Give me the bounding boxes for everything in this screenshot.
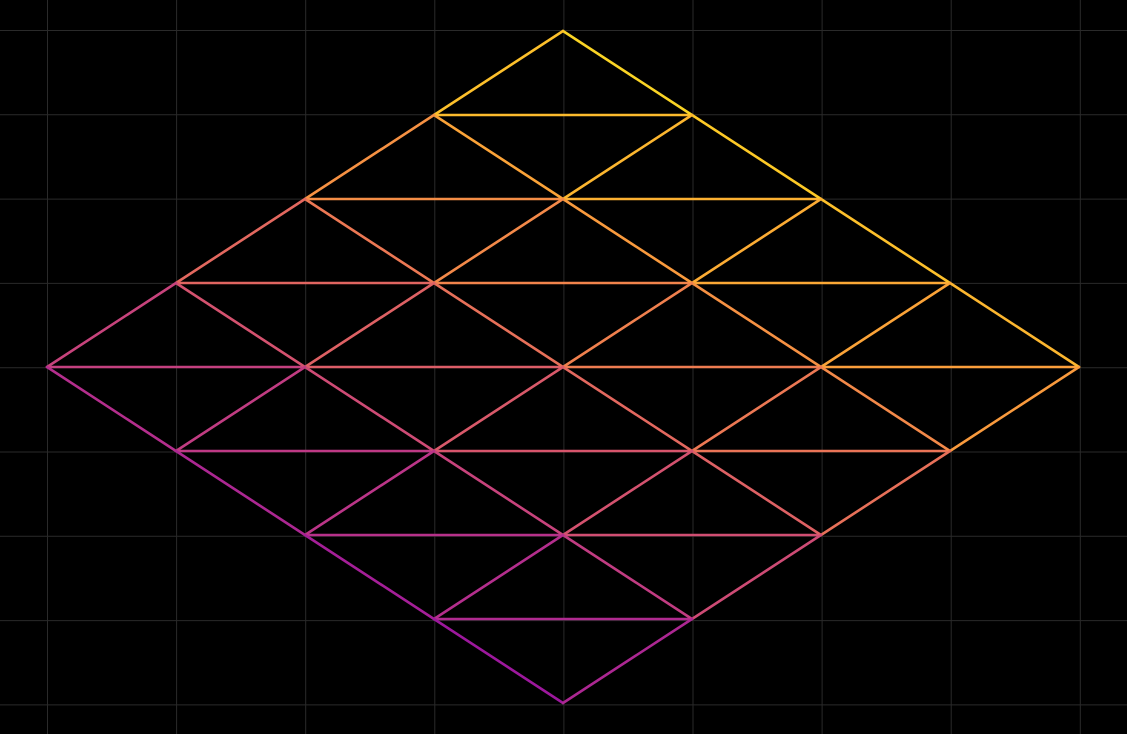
lattice-edge-40 <box>432 365 565 453</box>
lattice-edge-31 <box>303 281 436 369</box>
lattice-edge-33 <box>561 281 694 369</box>
lattice-edge-38 <box>174 365 307 453</box>
lattice-edge-27 <box>690 197 823 285</box>
lattice-edge-34 <box>948 281 1081 369</box>
lattice-edge-45 <box>432 449 565 537</box>
lattice-edge-18 <box>432 113 565 201</box>
lattice-edge-35 <box>819 281 952 369</box>
lattice-edge-39 <box>561 365 694 453</box>
lattice-edge-20 <box>690 113 823 201</box>
lattice-edge-53 <box>690 533 823 621</box>
lattice-edge-41 <box>819 365 952 453</box>
lattice-edge-44 <box>174 449 307 537</box>
lattice-edge-49 <box>819 449 952 537</box>
lattice-edge-43 <box>948 365 1081 453</box>
lattice-edge-24 <box>561 197 694 285</box>
lattice-edge-22 <box>303 197 436 285</box>
lattice-edge-21 <box>561 113 694 201</box>
lattice-edge-30 <box>432 281 565 369</box>
lattice-edge-52 <box>432 533 565 621</box>
lattice-edge-36 <box>45 365 178 453</box>
lattice-edge-50 <box>303 533 436 621</box>
lattice-edge-19 <box>303 113 436 201</box>
lattice-edge-47 <box>690 449 823 537</box>
lattice-edge-17 <box>432 29 565 117</box>
lattice-edge-25 <box>432 197 565 285</box>
lattice-edge-42 <box>690 365 823 453</box>
lattice-edge-48 <box>561 449 694 537</box>
lattice-edge-37 <box>303 365 436 453</box>
lattice-edge-32 <box>690 281 823 369</box>
lattice-edge-51 <box>561 533 694 621</box>
lattice-edge-16 <box>561 29 694 117</box>
lattice-edges <box>45 29 1081 705</box>
lattice-edge-23 <box>174 197 307 285</box>
lattice-edge-26 <box>819 197 952 285</box>
lattice-edge-28 <box>174 281 307 369</box>
lattice-edge-54 <box>432 617 565 705</box>
lattice-edge-46 <box>303 449 436 537</box>
lattice-edge-55 <box>561 617 694 705</box>
lattice-edge-29 <box>45 281 178 369</box>
